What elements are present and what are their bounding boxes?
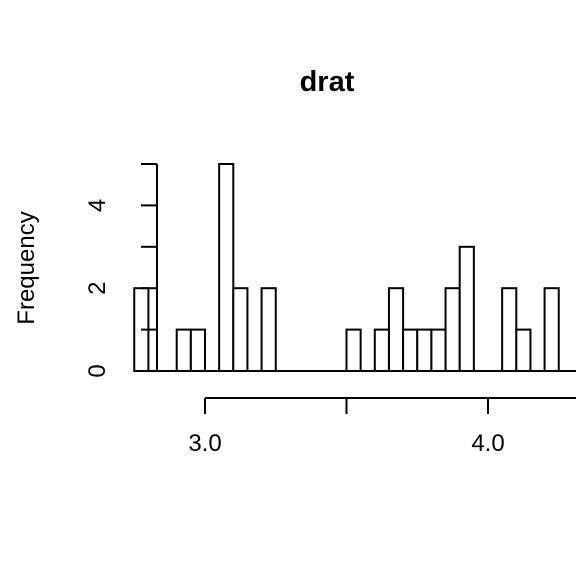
y-tick-label: 2	[84, 282, 111, 295]
x-axis: 3.04.05.0	[188, 397, 576, 457]
histogram-bar	[218, 163, 235, 372]
histogram-bar	[416, 328, 433, 373]
histogram-bar	[373, 328, 390, 373]
histogram-bar	[175, 328, 192, 373]
histogram-bars	[133, 163, 576, 373]
y-axis: 0 2 4	[84, 163, 158, 378]
histogram-bar	[515, 328, 532, 373]
histogram-bar	[430, 328, 447, 373]
chart-title: drat	[300, 66, 355, 98]
histogram-bar	[387, 287, 405, 373]
histogram-bar	[189, 328, 207, 373]
x-tick-label: 3.0	[188, 430, 221, 457]
histogram-bar	[458, 245, 475, 372]
histogram-bar	[444, 287, 461, 373]
histogram-bar	[501, 287, 518, 373]
histogram-bar	[543, 287, 560, 373]
y-tick-label: 4	[84, 199, 111, 212]
histogram-bar	[232, 287, 249, 373]
histogram-bar	[402, 328, 419, 373]
y-tick-label: 0	[84, 364, 111, 377]
histogram-bar	[260, 287, 277, 373]
histogram-bar	[345, 328, 362, 373]
y-axis-label: Frequency	[13, 211, 40, 324]
x-tick-label: 4.0	[471, 430, 504, 457]
